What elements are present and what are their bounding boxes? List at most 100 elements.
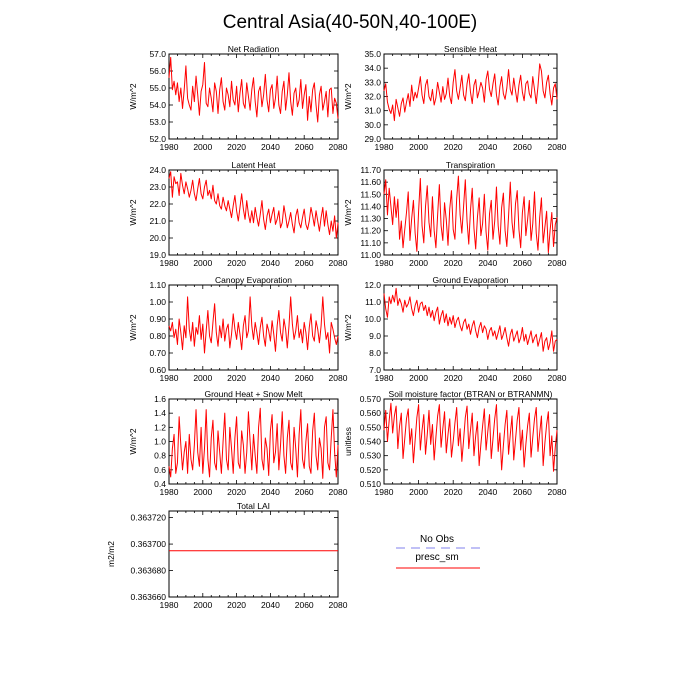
y-tick-label: 0.550 [360,422,382,432]
y-tick-label: 1.2 [154,422,166,432]
y-tick-label: 57.0 [149,49,166,59]
x-tick-label: 2040 [478,373,497,383]
x-tick-label: 2000 [409,487,428,497]
y-tick-label: 0.363660 [131,592,167,602]
y-tick-label: 1.0 [154,437,166,447]
y-tick-label: 19.0 [149,250,166,260]
y-tick-label: 7.0 [369,365,381,375]
y-tick-label: 0.60 [149,365,166,375]
x-tick-label: 2080 [329,600,348,610]
figure-title: Central Asia(40-50N,40-100E) [223,12,478,33]
x-tick-label: 2040 [478,258,497,268]
y-tick-label: 10.0 [364,314,381,324]
chart-panel: 1980 2000 2020 2040 2060 2080 29.0 30.0 31.0 32.0… [343,44,567,152]
y-tick-label: 1.6 [154,394,166,404]
y-tick-label: 11.60 [360,177,381,187]
y-tick-label: 0.560 [360,408,382,418]
panels: 1980 2000 2020 2040 2060 2080 52.0 53.0 54.0 55.0… [106,44,567,610]
y-tick-label: 24.0 [149,165,166,175]
y-tick-label: 21.0 [149,216,166,226]
y-tick-label: 9.0 [369,331,381,341]
series-line [383,402,558,472]
series-line [168,171,339,239]
x-tick-label: 2060 [513,487,532,497]
x-tick-label: 2080 [329,258,348,268]
y-tick-label: 0.363700 [131,539,167,549]
y-tick-label: 55.0 [149,83,166,93]
x-tick-label: 2060 [295,373,314,383]
y-tick-label: 0.510 [360,479,382,489]
y-axis-label: unitless [343,427,353,456]
series-line [168,56,339,123]
x-tick-label: 1980 [375,373,394,383]
x-tick-label: 2080 [548,142,567,152]
x-tick-label: 2000 [409,373,428,383]
x-tick-label: 2060 [295,142,314,152]
chart-panel: 1980 2000 2020 2040 2060 2080 52.0 53.0 54.0 55.0… [128,44,348,152]
panel-title: Transpiration [446,160,496,170]
x-tick-label: 2060 [513,373,532,383]
y-axis-label: W/m^2 [343,199,353,225]
legend-model-label: presc_sm [415,552,458,563]
x-tick-label: 2000 [193,258,212,268]
x-tick-label: 1980 [375,142,394,152]
x-tick-label: 1980 [160,373,179,383]
x-tick-label: 2060 [513,142,532,152]
y-tick-label: 11.00 [360,250,381,260]
series-line [168,407,339,479]
panel-title: Net Radiation [228,44,280,54]
y-tick-label: 53.0 [149,117,166,127]
y-tick-label: 11.70 [360,165,381,175]
x-tick-label: 2060 [295,258,314,268]
y-tick-label: 11.20 [360,226,381,236]
y-tick-label: 31.0 [364,106,381,116]
x-tick-label: 2080 [329,373,348,383]
chart-panel: 1980 2000 2020 2040 2060 2080 19.0 20.0 21.0 22.0… [128,160,348,268]
y-tick-label: 0.90 [149,314,166,324]
y-tick-label: 0.520 [360,465,382,475]
y-tick-label: 11.40 [360,201,381,211]
x-tick-label: 2000 [193,487,212,497]
y-tick-label: 56.0 [149,66,166,76]
panel-title: Ground Heat + Snow Melt [204,389,303,399]
y-tick-label: 12.0 [364,280,381,290]
y-tick-label: 29.0 [364,134,381,144]
x-tick-label: 2000 [193,373,212,383]
y-tick-label: 22.0 [149,199,166,209]
x-tick-label: 1980 [375,258,394,268]
y-tick-label: 1.00 [149,297,166,307]
x-tick-label: 1980 [160,258,179,268]
x-tick-label: 2000 [193,142,212,152]
y-tick-label: 11.50 [360,189,381,199]
y-tick-label: 52.0 [149,134,166,144]
y-tick-label: 35.0 [364,49,381,59]
y-tick-label: 20.0 [149,233,166,243]
x-tick-label: 2060 [295,600,314,610]
x-tick-label: 2020 [444,487,463,497]
y-tick-label: 30.0 [364,120,381,130]
y-axis-label: m2/m2 [106,541,116,567]
x-tick-label: 2040 [261,373,280,383]
legend-obs-label: No Obs [420,534,454,545]
chart-panel: 1980 2000 2020 2040 2060 2080 0.363660 0.363680… [106,501,348,610]
chart-panel: 1980 2000 2020 2040 2060 2080 0.510 0.520 0.530 0… [343,389,567,497]
series-line [383,287,558,352]
y-tick-label: 0.8 [154,451,166,461]
series-line [168,296,339,354]
panel-title: Soil moisture factor (BTRAN or BTRANMN) [389,389,553,399]
x-tick-label: 2020 [444,258,463,268]
series-line [383,175,558,254]
x-tick-label: 2020 [444,142,463,152]
x-tick-label: 2080 [329,487,348,497]
legend: No Obs presc_sm [396,534,480,569]
x-tick-label: 2040 [478,142,497,152]
y-tick-label: 11.30 [360,214,381,224]
y-tick-label: 0.4 [154,479,166,489]
y-tick-label: 0.570 [360,394,382,404]
x-tick-label: 1980 [160,600,179,610]
y-axis-label: W/m^2 [128,314,138,340]
y-tick-label: 0.6 [154,465,166,475]
y-tick-label: 0.363680 [131,566,167,576]
plot-frame [168,284,339,371]
